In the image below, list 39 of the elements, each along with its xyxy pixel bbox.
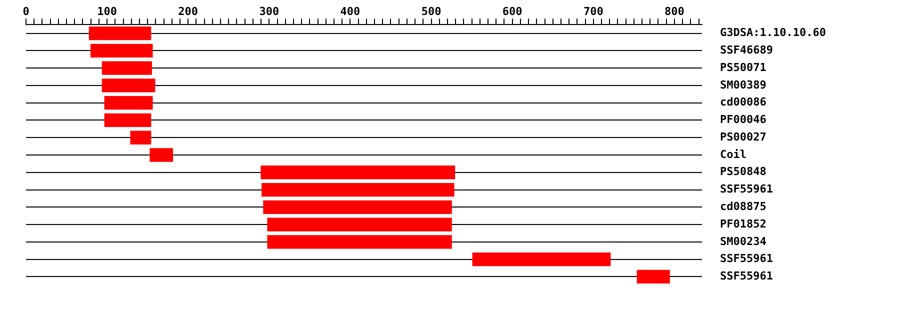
y-tick-label: PF00046 [720, 113, 767, 126]
x-tick-label: 200 [178, 4, 198, 18]
y-tick-label: SSF46689 [720, 44, 773, 57]
x-tick-label: 100 [97, 4, 117, 18]
y-tick-label: cd00086 [720, 96, 767, 109]
x-tick-label: 700 [583, 4, 604, 18]
bar [267, 235, 452, 249]
bar [102, 61, 152, 75]
y-tick-label: Coil [720, 148, 746, 161]
y-tick-label: G3DSA:1.10.10.60 [720, 26, 826, 40]
bar [636, 270, 670, 284]
bar [130, 130, 152, 144]
y-tick-label: PF01852 [720, 217, 766, 230]
bar [267, 218, 452, 232]
bar [88, 26, 152, 40]
y-tick-label: cd08875 [720, 200, 766, 214]
bar [262, 182, 454, 197]
y-tick-label: PS50071 [720, 60, 767, 74]
x-tick-label: 800 [664, 4, 684, 18]
y-tick-label: SSF55961 [720, 270, 774, 283]
x-tick-label: 400 [340, 4, 360, 18]
y-tick-label: SSF55961 [720, 182, 774, 196]
x-tick-label: 0 [22, 4, 30, 18]
bar [102, 78, 156, 92]
y-tick-label: PS50848 [720, 165, 766, 178]
bar [260, 166, 456, 180]
bar [90, 44, 153, 58]
x-tick-label: 500 [421, 4, 442, 18]
y-tick-label: SM00234 [720, 234, 767, 248]
y-tick-label: SSF55961 [720, 252, 774, 266]
bar [150, 148, 174, 162]
y-tick-label: PS00027 [720, 130, 766, 144]
bar [263, 200, 452, 214]
x-tick-label: 600 [502, 4, 522, 18]
x-tick-label: 300 [259, 4, 280, 18]
bar [472, 252, 611, 266]
bar [104, 96, 153, 110]
y-tick-label: SM00389 [720, 78, 766, 92]
bar [104, 113, 152, 128]
